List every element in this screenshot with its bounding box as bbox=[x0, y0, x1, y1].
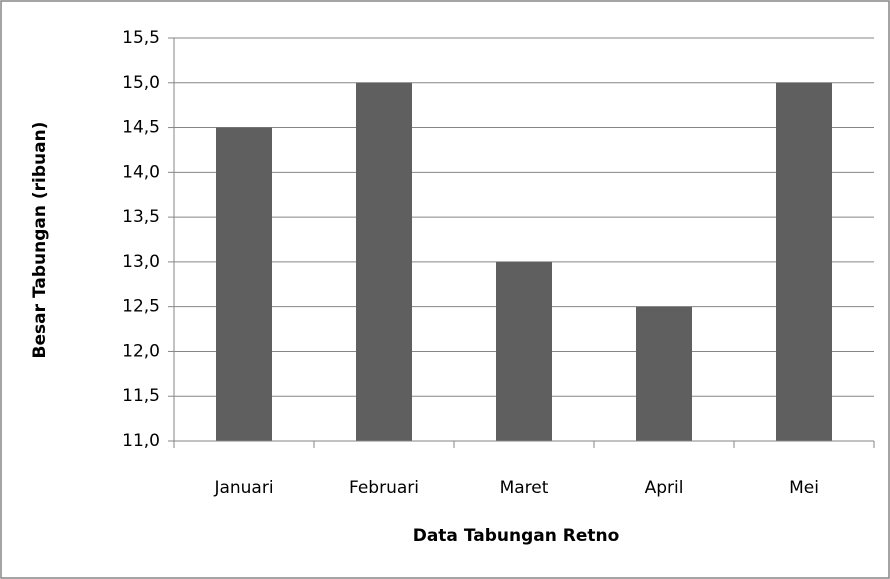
y-tick-label: 15,0 bbox=[122, 73, 160, 93]
x-tick-label: Mei bbox=[789, 478, 819, 498]
y-tick-label: 12,5 bbox=[122, 297, 160, 317]
y-tick-label: 14,0 bbox=[122, 162, 160, 182]
bar bbox=[776, 82, 832, 442]
x-tick-label: Januari bbox=[213, 478, 273, 498]
y-tick-label: 11,5 bbox=[122, 386, 160, 406]
y-tick-label: 11,0 bbox=[122, 431, 160, 451]
x-tick-label: April bbox=[645, 478, 684, 498]
y-tick-label: 12,0 bbox=[122, 341, 160, 361]
y-tick-label: 15,5 bbox=[122, 28, 160, 48]
x-tick-label: Maret bbox=[500, 478, 549, 498]
bar bbox=[356, 82, 412, 442]
bar bbox=[636, 306, 692, 441]
x-tick-label: Februari bbox=[349, 478, 419, 498]
y-tick-label: 14,5 bbox=[122, 118, 160, 138]
bar bbox=[216, 127, 272, 442]
y-axis-label: Besar Tabungan (ribuan) bbox=[30, 122, 50, 359]
bar bbox=[496, 261, 552, 441]
y-tick-label: 13,0 bbox=[122, 252, 160, 272]
x-axis-label: Data Tabungan Retno bbox=[413, 526, 620, 546]
y-tick-label: 13,5 bbox=[122, 207, 160, 227]
